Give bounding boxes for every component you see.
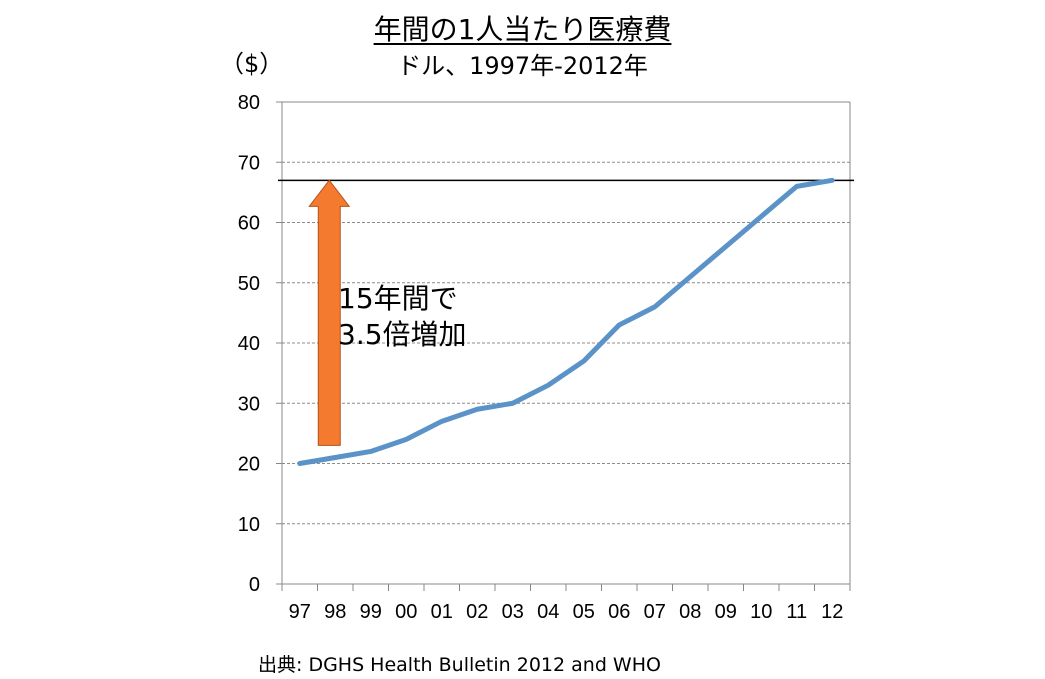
axes <box>276 101 851 591</box>
y-unit-label: （$） <box>220 50 284 78</box>
y-tick-label: 50 <box>238 273 260 295</box>
x-tick-label: 00 <box>395 601 417 623</box>
y-tick-label: 40 <box>238 333 260 355</box>
x-tick-label: 97 <box>289 601 311 623</box>
y-tick-label: 30 <box>238 393 260 415</box>
x-tick-label: 12 <box>821 601 843 623</box>
increase-arrow <box>308 179 351 446</box>
series-line <box>297 177 835 466</box>
y-tick-label: 10 <box>238 514 260 536</box>
x-tick-label: 09 <box>715 601 737 623</box>
x-tick-label: 02 <box>466 601 488 623</box>
x-tick-label: 10 <box>750 601 772 623</box>
x-tick-label: 08 <box>679 601 701 623</box>
chart-title: 年間の1人当たり医療費 <box>373 13 672 46</box>
x-tick-label: 07 <box>644 601 666 623</box>
x-tick-label: 03 <box>502 601 524 623</box>
y-tick-label: 0 <box>249 574 260 596</box>
y-tick-label: 20 <box>238 454 260 476</box>
y-tick-label: 60 <box>238 213 260 235</box>
x-tick-label: 98 <box>324 601 346 623</box>
x-tick-label: 06 <box>608 601 630 623</box>
x-tick-label: 04 <box>537 601 559 623</box>
x-tick-label: 05 <box>573 601 595 623</box>
x-tick-label: 11 <box>786 601 807 623</box>
y-tick-label: 80 <box>238 92 260 114</box>
chart-subtitle: ドル、1997年-2012年 <box>397 52 648 80</box>
y-tick-label: 70 <box>238 152 260 174</box>
x-tick-labels: 97 98 99 00 01 02 03 04 05 06 07 08 09 10 11 12 <box>289 601 844 623</box>
source-note: 出典: DGHS Health Bulletin 2012 and WHO <box>258 654 661 676</box>
x-tick-label: 99 <box>360 601 382 623</box>
annotation-text: 3.5倍増加 <box>338 318 467 351</box>
x-tick-label: 01 <box>431 601 453 623</box>
annotation-text: 15年間で <box>338 282 458 315</box>
y-tick-labels: 0 10 20 30 40 50 60 70 80 <box>238 92 260 596</box>
series <box>278 177 854 466</box>
